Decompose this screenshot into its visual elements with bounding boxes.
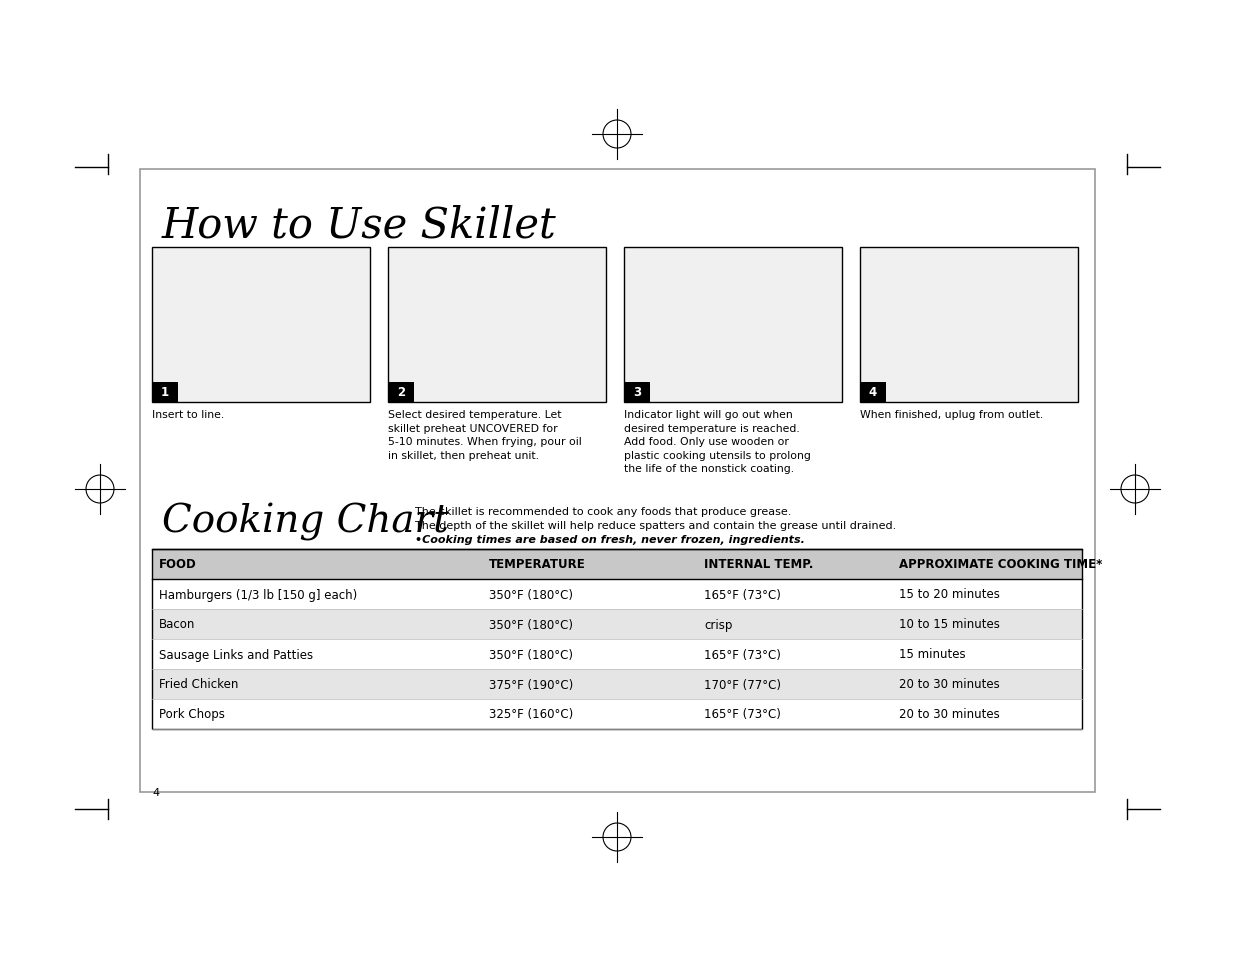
- Bar: [388, 248, 606, 402]
- Text: 2: 2: [396, 386, 405, 399]
- Text: 1: 1: [161, 386, 169, 399]
- Text: 20 to 30 minutes: 20 to 30 minutes: [899, 678, 1000, 691]
- Text: 15 to 20 minutes: 15 to 20 minutes: [899, 588, 1000, 601]
- Text: 350°F (180°C): 350°F (180°C): [489, 588, 573, 601]
- Bar: [152, 248, 370, 402]
- Text: Fried Chicken: Fried Chicken: [159, 678, 238, 691]
- Text: 4: 4: [152, 787, 159, 797]
- Text: APPROXIMATE COOKING TIME*: APPROXIMATE COOKING TIME*: [899, 558, 1103, 571]
- Bar: [152, 382, 178, 402]
- Bar: [152, 609, 1082, 639]
- Text: The skillet is recommended to cook any foods that produce grease.: The skillet is recommended to cook any f…: [415, 506, 792, 517]
- Text: 165°F (73°C): 165°F (73°C): [704, 648, 781, 660]
- Text: 3: 3: [632, 386, 641, 399]
- Text: 325°F (160°C): 325°F (160°C): [489, 708, 573, 720]
- Text: 165°F (73°C): 165°F (73°C): [704, 708, 781, 720]
- Bar: [152, 700, 1082, 729]
- Text: 350°F (180°C): 350°F (180°C): [489, 648, 573, 660]
- Bar: [860, 382, 885, 402]
- Text: TEMPERATURE: TEMPERATURE: [489, 558, 585, 571]
- Bar: [860, 248, 1078, 402]
- Text: crisp: crisp: [704, 618, 732, 631]
- Text: When finished, uplug from outlet.: When finished, uplug from outlet.: [860, 410, 1044, 419]
- Text: FOOD: FOOD: [159, 558, 196, 571]
- Text: 20 to 30 minutes: 20 to 30 minutes: [899, 708, 1000, 720]
- Text: 170°F (77°C): 170°F (77°C): [704, 678, 781, 691]
- Text: Bacon: Bacon: [159, 618, 195, 631]
- Text: Hamburgers (1/3 lb [150 g] each): Hamburgers (1/3 lb [150 g] each): [159, 588, 357, 601]
- Text: INTERNAL TEMP.: INTERNAL TEMP.: [704, 558, 814, 571]
- Text: 375°F (190°C): 375°F (190°C): [489, 678, 573, 691]
- Bar: [624, 248, 842, 402]
- Text: 165°F (73°C): 165°F (73°C): [704, 588, 781, 601]
- Text: Select desired temperature. Let
skillet preheat UNCOVERED for
5-10 minutes. When: Select desired temperature. Let skillet …: [388, 410, 582, 460]
- Bar: [152, 639, 1082, 669]
- Text: Cooking Chart: Cooking Chart: [162, 502, 448, 540]
- Bar: [388, 382, 414, 402]
- Text: How to Use Skillet: How to Use Skillet: [162, 205, 557, 247]
- Bar: [152, 550, 1082, 729]
- Bar: [152, 550, 1082, 579]
- Text: •Cooking times are based on fresh, never frozen, ingredients.: •Cooking times are based on fresh, never…: [415, 535, 805, 544]
- Text: 4: 4: [869, 386, 877, 399]
- Text: Pork Chops: Pork Chops: [159, 708, 225, 720]
- Bar: [140, 170, 1095, 792]
- Text: Indicator light will go out when
desired temperature is reached.
Add food. Only : Indicator light will go out when desired…: [624, 410, 811, 474]
- Bar: [152, 579, 1082, 609]
- Text: 15 minutes: 15 minutes: [899, 648, 966, 660]
- Bar: [152, 669, 1082, 700]
- Text: The depth of the skillet will help reduce spatters and contain the grease until : The depth of the skillet will help reduc…: [415, 520, 897, 531]
- Bar: [624, 382, 650, 402]
- Text: 350°F (180°C): 350°F (180°C): [489, 618, 573, 631]
- Text: Sausage Links and Patties: Sausage Links and Patties: [159, 648, 314, 660]
- Text: 10 to 15 minutes: 10 to 15 minutes: [899, 618, 1000, 631]
- Text: Insert to line.: Insert to line.: [152, 410, 225, 419]
